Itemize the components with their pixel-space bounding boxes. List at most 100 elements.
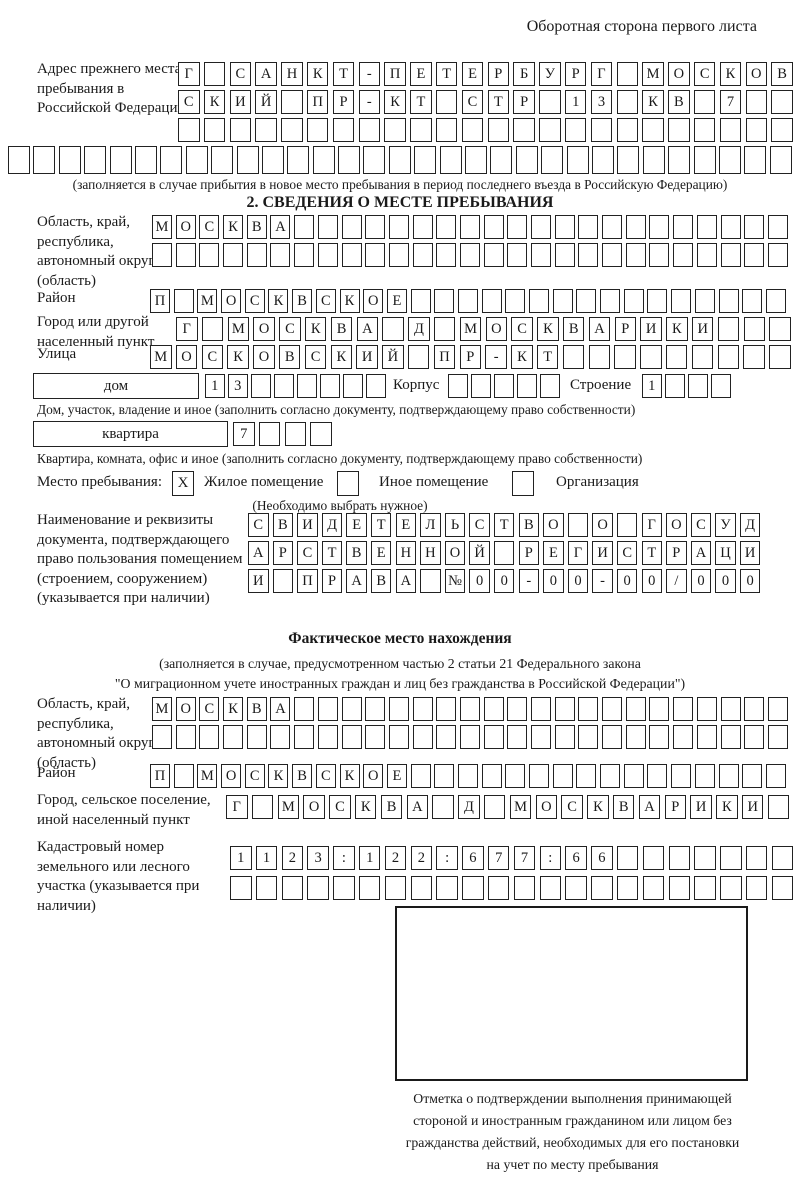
- char-cell[interactable]: Т: [435, 62, 458, 86]
- char-cell[interactable]: [767, 795, 790, 819]
- char-cell[interactable]: [719, 118, 742, 142]
- char-cell[interactable]: С: [690, 513, 712, 537]
- char-cell[interactable]: С: [178, 90, 200, 114]
- char-cell[interactable]: [457, 764, 478, 788]
- char-cell[interactable]: [433, 317, 456, 341]
- char-cell[interactable]: [312, 146, 335, 174]
- char-cell[interactable]: К: [719, 62, 742, 86]
- char-cell[interactable]: К: [227, 345, 249, 369]
- char-cell[interactable]: -: [358, 62, 381, 86]
- char-cell[interactable]: М: [227, 317, 250, 341]
- char-cell[interactable]: -: [358, 90, 381, 114]
- char-cell[interactable]: [320, 374, 340, 398]
- char-cell[interactable]: К: [339, 289, 360, 313]
- char-cell[interactable]: [236, 146, 259, 174]
- char-cell[interactable]: В: [272, 513, 294, 537]
- char-cell[interactable]: [84, 146, 107, 174]
- char-cell[interactable]: №: [444, 569, 466, 593]
- char-cell[interactable]: С: [315, 289, 336, 313]
- char-cell[interactable]: [294, 725, 315, 749]
- char-cell[interactable]: Т: [487, 90, 510, 114]
- char-cell[interactable]: 1: [205, 374, 225, 398]
- char-cell[interactable]: [590, 118, 613, 142]
- char-cell[interactable]: [720, 697, 741, 721]
- char-cell[interactable]: [173, 289, 194, 313]
- char-cell[interactable]: [365, 697, 386, 721]
- char-cell[interactable]: [711, 374, 731, 398]
- char-cell[interactable]: [270, 243, 291, 267]
- char-cell[interactable]: [436, 725, 457, 749]
- char-cell[interactable]: О: [221, 764, 242, 788]
- char-cell[interactable]: О: [592, 513, 613, 537]
- char-cell[interactable]: [541, 146, 564, 174]
- char-cell[interactable]: 0: [567, 569, 589, 593]
- char-cell[interactable]: 0: [715, 569, 736, 593]
- char-cell[interactable]: П: [384, 62, 406, 86]
- char-cell[interactable]: [744, 146, 767, 174]
- char-cell[interactable]: О: [175, 215, 196, 239]
- char-cell[interactable]: И: [691, 317, 714, 341]
- char-cell[interactable]: [647, 764, 668, 788]
- char-cell[interactable]: [765, 764, 786, 788]
- char-cell[interactable]: Р: [321, 569, 343, 593]
- char-cell[interactable]: К: [330, 345, 353, 369]
- char-cell[interactable]: Р: [664, 795, 687, 819]
- char-cell[interactable]: А: [270, 697, 291, 721]
- char-cell[interactable]: [720, 215, 741, 239]
- char-cell[interactable]: 1: [230, 846, 252, 870]
- char-cell[interactable]: [341, 725, 362, 749]
- char-cell[interactable]: О: [175, 345, 198, 369]
- char-cell[interactable]: И: [640, 317, 662, 341]
- char-cell[interactable]: А: [356, 317, 379, 341]
- char-cell[interactable]: 6: [462, 846, 484, 870]
- char-cell[interactable]: [625, 697, 646, 721]
- char-cell[interactable]: [649, 215, 670, 239]
- char-cell[interactable]: [642, 876, 665, 900]
- char-cell[interactable]: [531, 215, 551, 239]
- char-cell[interactable]: [412, 243, 433, 267]
- char-cell[interactable]: В: [612, 795, 635, 819]
- char-cell[interactable]: [767, 725, 788, 749]
- char-cell[interactable]: [481, 764, 502, 788]
- char-cell[interactable]: 2: [410, 846, 433, 870]
- char-cell[interactable]: Е: [410, 62, 432, 86]
- char-cell[interactable]: [696, 697, 717, 721]
- char-cell[interactable]: [223, 243, 244, 267]
- char-cell[interactable]: А: [690, 541, 712, 565]
- char-cell[interactable]: [576, 289, 597, 313]
- char-cell[interactable]: [201, 317, 224, 341]
- char-cell[interactable]: С: [201, 345, 224, 369]
- char-cell[interactable]: [465, 146, 488, 174]
- char-cell[interactable]: [338, 146, 361, 174]
- char-cell[interactable]: [341, 697, 362, 721]
- char-cell[interactable]: О: [485, 317, 508, 341]
- char-cell[interactable]: Г: [176, 317, 198, 341]
- char-cell[interactable]: И: [356, 345, 378, 369]
- char-cell[interactable]: 0: [543, 569, 564, 593]
- char-cell[interactable]: Б: [513, 62, 535, 86]
- char-cell[interactable]: П: [297, 569, 318, 593]
- char-cell[interactable]: М: [642, 62, 664, 86]
- char-cell[interactable]: У: [539, 62, 561, 86]
- char-cell[interactable]: Г: [178, 62, 200, 86]
- char-cell[interactable]: В: [246, 215, 267, 239]
- char-cell[interactable]: [439, 146, 462, 174]
- char-cell[interactable]: К: [304, 317, 327, 341]
- char-cell[interactable]: [717, 317, 740, 341]
- char-cell[interactable]: [436, 215, 457, 239]
- char-cell[interactable]: С: [229, 62, 252, 86]
- char-cell[interactable]: 6: [591, 846, 613, 870]
- char-cell[interactable]: [554, 725, 575, 749]
- char-cell[interactable]: И: [741, 795, 764, 819]
- char-cell[interactable]: 0: [469, 569, 490, 593]
- char-cell[interactable]: [270, 725, 291, 749]
- char-cell[interactable]: [552, 289, 573, 313]
- char-cell[interactable]: К: [339, 764, 360, 788]
- char-cell[interactable]: [765, 289, 786, 313]
- char-cell[interactable]: [251, 374, 271, 398]
- char-cell[interactable]: [696, 243, 717, 267]
- char-cell[interactable]: [310, 422, 332, 446]
- char-cell[interactable]: К: [223, 697, 244, 721]
- char-cell[interactable]: [366, 374, 386, 398]
- char-cell[interactable]: [717, 345, 740, 369]
